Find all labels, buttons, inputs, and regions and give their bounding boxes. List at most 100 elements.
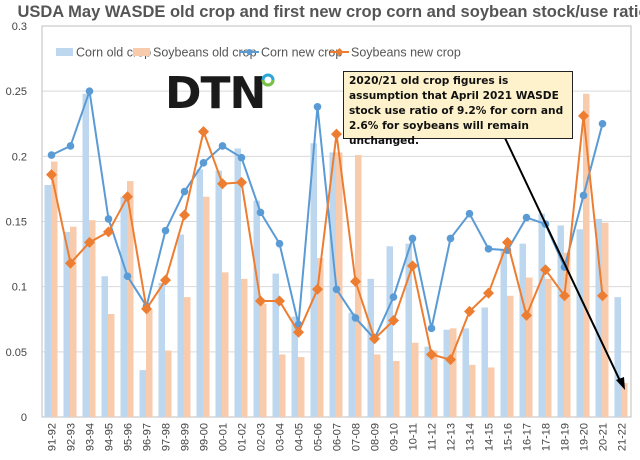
point-corn-new-crop: [47, 151, 56, 159]
bar-soybeans-old-crop: [222, 272, 229, 417]
point-soybeans-new-crop: [236, 176, 247, 188]
y-tick-label: 0.15: [6, 217, 27, 229]
point-soybeans-new-crop: [84, 236, 95, 248]
point-soybeans-new-crop: [426, 348, 437, 360]
point-corn-new-crop: [579, 191, 588, 200]
bar-soybeans-old-crop: [488, 367, 495, 417]
bar-soybeans-old-crop: [374, 354, 381, 417]
point-corn-new-crop: [522, 213, 531, 222]
x-tick-label: 09-10: [389, 423, 401, 451]
legend-label: Corn old crop: [76, 46, 151, 60]
point-corn-new-crop: [427, 324, 436, 333]
x-tick-label: 06-07: [332, 423, 344, 451]
point-soybeans-new-crop: [293, 326, 304, 338]
point-soybeans-new-crop: [65, 257, 76, 269]
legend-label: Soybeans old crop: [153, 46, 257, 60]
point-soybeans-new-crop: [350, 275, 361, 287]
point-corn-new-crop: [66, 142, 75, 150]
bar-soybeans-old-crop: [279, 354, 286, 417]
point-soybeans-new-crop: [578, 110, 589, 122]
legend-marker: [246, 49, 253, 55]
bar-soybeans-old-crop: [412, 342, 419, 417]
legend-swatch: [56, 48, 73, 56]
bar-corn-old-crop: [462, 328, 469, 417]
x-tick-label: 13-14: [465, 423, 477, 451]
bar-corn-old-crop: [120, 196, 127, 417]
bar-corn-old-crop: [386, 246, 393, 417]
bar-corn-old-crop: [519, 243, 526, 417]
y-tick-label: 0.3: [12, 21, 27, 33]
point-soybeans-new-crop: [388, 315, 399, 327]
x-tick-label: 10-11: [408, 423, 420, 450]
point-corn-new-crop: [256, 208, 265, 217]
x-tick-label: 08-09: [370, 423, 382, 451]
bar-corn-old-crop: [234, 148, 241, 417]
bar-corn-old-crop: [158, 282, 165, 417]
legend-swatch: [133, 48, 150, 56]
bar-corn-old-crop: [576, 229, 583, 417]
x-tick-label: 05-06: [313, 423, 325, 451]
x-tick-label: 21-22: [617, 423, 629, 451]
bar-soybeans-old-crop: [203, 196, 210, 417]
bar-soybeans-old-crop: [146, 308, 153, 417]
point-soybeans-new-crop: [464, 305, 475, 317]
x-tick-label: 96-97: [142, 423, 154, 451]
bar-corn-old-crop: [177, 234, 184, 417]
bar-soybeans-old-crop: [431, 350, 438, 417]
bar-soybeans-old-crop: [450, 328, 457, 417]
point-corn-new-crop: [161, 226, 170, 235]
x-tick-label: 98-99: [180, 423, 192, 451]
line-soybeans-new-crop: [50, 115, 604, 361]
point-corn-new-crop: [180, 187, 189, 196]
x-tick-label: 93-94: [85, 423, 97, 451]
bar-soybeans-old-crop: [336, 152, 343, 417]
point-soybeans-new-crop: [179, 209, 190, 221]
point-corn-new-crop: [123, 272, 132, 281]
point-corn-new-crop: [446, 234, 455, 243]
x-tick-label: 92-93: [66, 423, 78, 451]
bar-corn-old-crop: [538, 213, 545, 417]
point-corn-new-crop: [85, 87, 94, 95]
y-axis-ticks: 0 0.05 0.1 0.15 0.2 0.25 0.3: [6, 21, 27, 424]
x-tick-label: 95-96: [123, 423, 135, 451]
point-corn-new-crop: [598, 119, 607, 128]
bar-soybeans-old-crop: [89, 220, 96, 417]
bar-soybeans-old-crop: [298, 357, 305, 417]
bar-corn-old-crop: [101, 276, 108, 417]
point-soybeans-new-crop: [597, 290, 608, 302]
bar-corn-old-crop: [253, 200, 260, 417]
lines: [46, 87, 608, 366]
bar-corn-old-crop: [63, 231, 70, 417]
x-tick-label: 07-08: [351, 423, 363, 451]
bar-corn-old-crop: [44, 185, 51, 417]
point-soybeans-new-crop: [369, 333, 380, 345]
point-soybeans-new-crop: [46, 169, 57, 181]
bar-corn-old-crop: [443, 329, 450, 417]
point-corn-new-crop: [465, 209, 474, 218]
point-corn-new-crop: [199, 159, 208, 167]
bar-corn-old-crop: [481, 307, 488, 417]
point-corn-new-crop: [218, 142, 227, 150]
bar-soybeans-old-crop: [393, 360, 400, 417]
point-soybeans-new-crop: [160, 274, 171, 286]
bar-corn-old-crop: [614, 297, 621, 417]
bar-soybeans-old-crop: [51, 161, 58, 417]
svg-text:DTN: DTN: [165, 68, 265, 119]
x-tick-label: 18-19: [560, 423, 572, 451]
bar-soybeans-old-crop: [602, 222, 609, 417]
x-tick-label: 99-00: [199, 423, 211, 451]
bar-corn-old-crop: [329, 152, 336, 417]
point-soybeans-new-crop: [540, 264, 551, 276]
point-soybeans-new-crop: [331, 128, 342, 140]
x-tick-label: 11-12: [427, 423, 439, 450]
legend-marker: [335, 48, 344, 56]
x-tick-label: 12-13: [446, 423, 458, 451]
bar-soybeans-old-crop: [583, 93, 590, 418]
point-corn-new-crop: [275, 239, 284, 248]
point-soybeans-new-crop: [141, 303, 152, 315]
point-soybeans-new-crop: [217, 178, 228, 190]
gridlines: [41, 25, 632, 418]
point-soybeans-new-crop: [103, 226, 114, 238]
point-corn-new-crop: [237, 153, 246, 162]
bar-corn-old-crop: [291, 316, 298, 417]
